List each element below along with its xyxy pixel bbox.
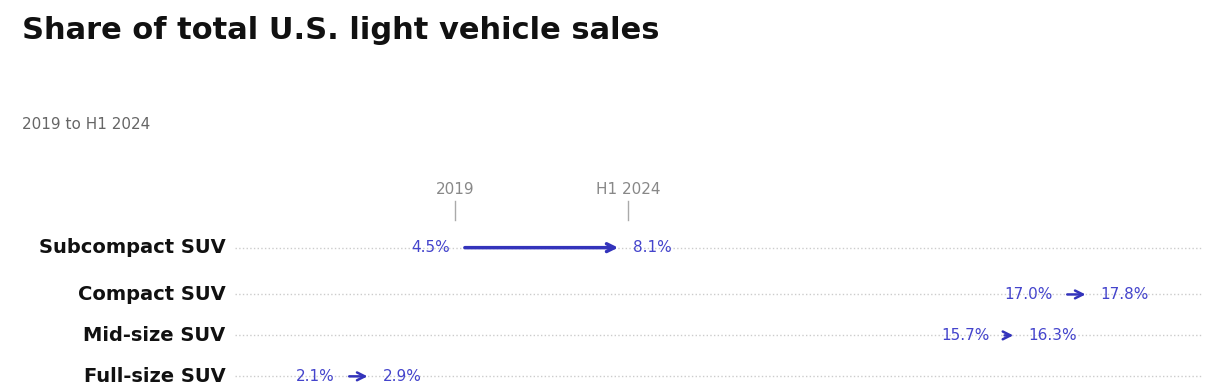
Text: 2019: 2019 xyxy=(436,182,475,197)
Text: 15.7%: 15.7% xyxy=(941,328,989,343)
Text: H1 2024: H1 2024 xyxy=(597,182,660,197)
Text: Share of total U.S. light vehicle sales: Share of total U.S. light vehicle sales xyxy=(22,16,660,44)
Text: Subcompact SUV: Subcompact SUV xyxy=(39,238,226,257)
Text: 8.1%: 8.1% xyxy=(633,240,672,255)
Text: 17.8%: 17.8% xyxy=(1100,287,1149,302)
Text: 17.0%: 17.0% xyxy=(1004,287,1052,302)
Text: 16.3%: 16.3% xyxy=(1028,328,1077,343)
Text: Mid-size SUV: Mid-size SUV xyxy=(83,326,226,345)
Text: Compact SUV: Compact SUV xyxy=(78,285,226,304)
Text: 2.9%: 2.9% xyxy=(383,369,421,384)
Text: 2019 to H1 2024: 2019 to H1 2024 xyxy=(22,117,150,132)
Text: 4.5%: 4.5% xyxy=(411,240,450,255)
Text: Full-size SUV: Full-size SUV xyxy=(84,367,226,386)
Text: 2.1%: 2.1% xyxy=(295,369,334,384)
